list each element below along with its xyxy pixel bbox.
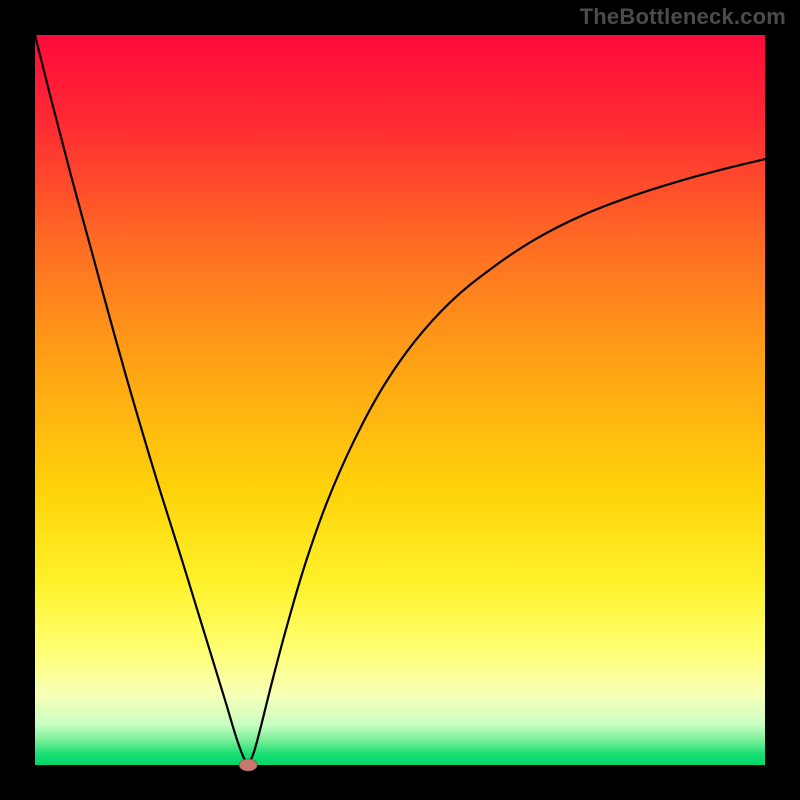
- chart-root: TheBottleneck.com: [0, 0, 800, 800]
- min-point-marker: [239, 759, 257, 771]
- plot-area: [35, 35, 765, 765]
- watermark-text: TheBottleneck.com: [580, 4, 786, 30]
- chart-svg: [0, 0, 800, 800]
